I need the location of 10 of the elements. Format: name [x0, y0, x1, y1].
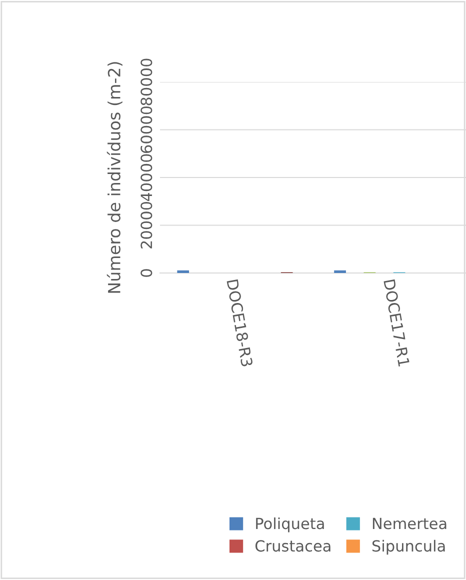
y-tick-label: 40000 — [140, 154, 152, 202]
legend-label: Sipuncula — [372, 540, 445, 555]
y-tick-label: 20000 — [140, 202, 152, 248]
y-axis-title: Número de indivíduos (m-2) — [106, 62, 122, 293]
y-tick-label: 0 — [140, 269, 152, 277]
legend-label: Poliqueta — [256, 517, 324, 532]
y-tick-label: 80000 — [140, 58, 152, 106]
legend-label: Nemertea — [372, 518, 446, 530]
legend-label: Crustacea — [255, 540, 330, 552]
y-tick-label: 60000 — [140, 106, 152, 153]
